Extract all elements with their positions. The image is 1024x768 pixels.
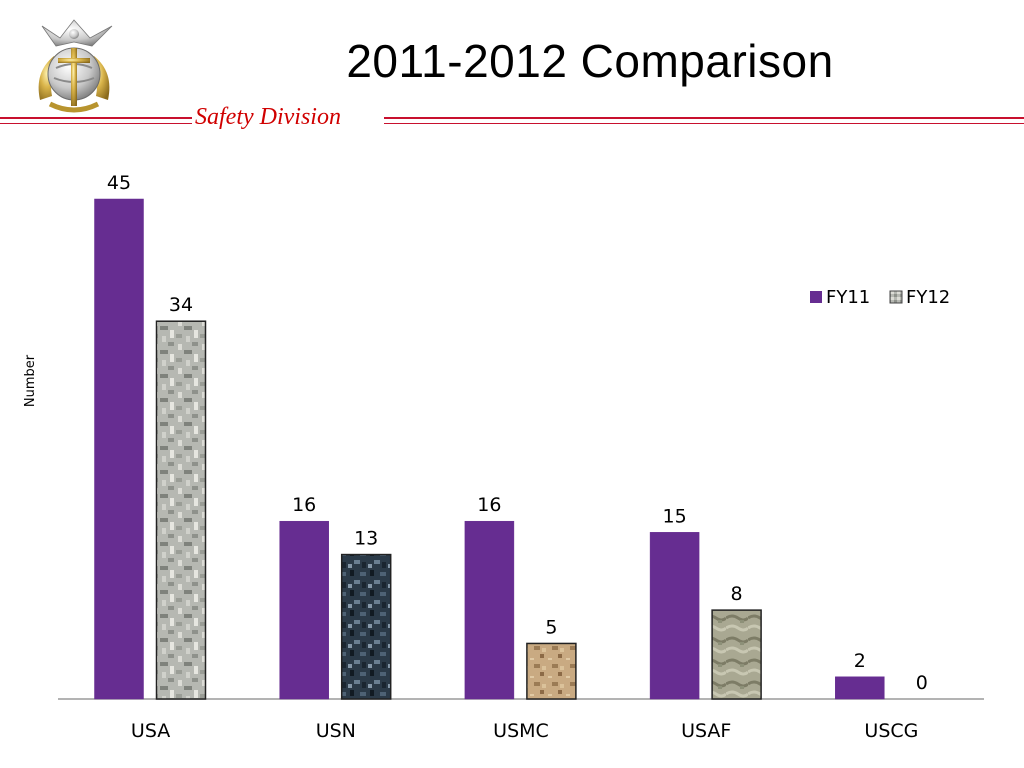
legend-label-fy11: FY11 xyxy=(826,287,870,308)
value-label-fy11-usaf: 15 xyxy=(663,505,687,527)
bar-fy12-usn xyxy=(340,553,392,700)
legend-swatch-fy11 xyxy=(810,291,822,303)
value-label-fy12-usmc: 5 xyxy=(545,616,557,638)
bar-fy11-uscg xyxy=(835,676,885,700)
value-label-fy11-usn: 16 xyxy=(292,494,316,516)
bar-fy11-usn xyxy=(279,520,329,700)
x-tick-label-usmc: USMC xyxy=(493,720,549,742)
value-label-fy11-usa: 45 xyxy=(107,172,131,194)
value-label-fy12-usa: 34 xyxy=(169,294,193,316)
legend-label-fy12: FY12 xyxy=(906,287,950,308)
eagle-globe-anchor-icon xyxy=(20,12,132,118)
value-label-fy11-usmc: 16 xyxy=(477,494,501,516)
x-tick-label-usaf: USAF xyxy=(681,720,731,742)
bar-fy11-usaf xyxy=(649,532,700,700)
legend-swatch-fy12 xyxy=(889,290,903,304)
value-label-fy12-uscg: 0 xyxy=(916,672,928,694)
header-rule-left xyxy=(0,117,192,119)
x-tick-label-usa: USA xyxy=(131,720,170,742)
bar-fy12-usaf xyxy=(711,609,762,700)
header-rule-left-thin xyxy=(0,123,192,124)
header-rule-right xyxy=(384,117,1024,119)
bar-fy11-usa xyxy=(94,198,144,700)
page-title: 2011-2012 Comparison xyxy=(346,35,834,87)
value-label-fy12-usaf: 8 xyxy=(731,583,743,605)
x-tick-label-uscg: USCG xyxy=(864,720,918,742)
bar-fy11-usmc xyxy=(464,520,515,700)
value-label-fy11-uscg: 2 xyxy=(854,650,866,672)
division-label: Safety Division xyxy=(195,104,341,130)
bar-fy12-usmc xyxy=(526,642,577,700)
comparison-bar-chart: 45 34 USA 16 13 USN 16 5 USMC 15 8 USAF 2 0 USCG Number… xyxy=(23,172,984,742)
bar-fy12-usa xyxy=(155,320,207,700)
value-label-fy12-usn: 13 xyxy=(354,528,378,550)
header-rule-right-thin xyxy=(384,123,1024,124)
x-tick-label-usn: USN xyxy=(316,720,356,742)
y-axis-title: Number xyxy=(23,354,38,407)
